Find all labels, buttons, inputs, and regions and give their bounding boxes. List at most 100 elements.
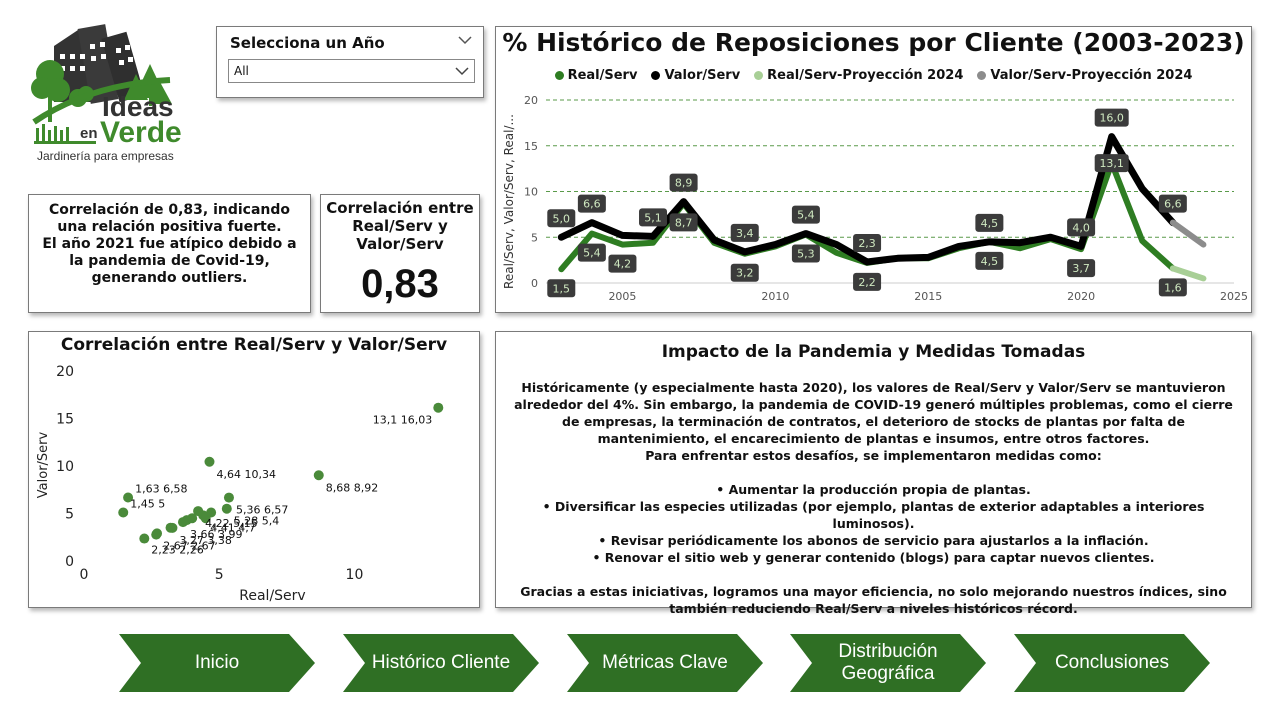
nav-label: Histórico Cliente bbox=[371, 652, 511, 673]
scatter-chart: 0 5 10 15 20 0 5 10 Real/Serv Valor/Serv 13,1 16,0… bbox=[36, 364, 444, 604]
data-label-box bbox=[669, 173, 698, 192]
data-label: 4,0 bbox=[1067, 218, 1096, 237]
data-label: 4,5 bbox=[975, 251, 1004, 270]
data-label-box bbox=[577, 194, 606, 213]
scatter-point bbox=[313, 470, 324, 481]
scatter-point-label: 5,28 5,4 bbox=[234, 515, 279, 528]
y-tick-label: 5 bbox=[531, 231, 538, 244]
legend-item[interactable]: Valor/Serv bbox=[651, 68, 740, 83]
data-label: 3,2 bbox=[730, 263, 759, 282]
x-tick-label: 2015 bbox=[914, 290, 942, 303]
scatter-point-label: 1,45 5 bbox=[130, 498, 165, 511]
data-label-text: 5,3 bbox=[797, 248, 815, 261]
data-label-box bbox=[608, 254, 637, 273]
impact-paragraph: Para enfrentar estos desafíos, se implem… bbox=[645, 448, 1102, 463]
legend-marker bbox=[651, 71, 661, 80]
nav-button-distribucion-geografica[interactable]: Distribución Geográfica bbox=[790, 634, 986, 692]
legend-item[interactable]: Real/Serv bbox=[554, 68, 638, 83]
data-label: 5,1 bbox=[639, 208, 668, 227]
nav-button-conclusiones[interactable]: Conclusiones bbox=[1014, 634, 1210, 692]
nav-label: Conclusiones bbox=[1054, 652, 1170, 673]
data-label-text: 8,9 bbox=[675, 177, 693, 190]
data-label-box bbox=[853, 233, 882, 252]
legend-label: Real/Serv bbox=[567, 68, 638, 83]
data-label: 3,7 bbox=[1067, 259, 1096, 278]
scatter-point-label: 2,23 2,26 bbox=[151, 544, 203, 557]
scatter-point bbox=[223, 492, 234, 503]
data-label-text: 8,7 bbox=[675, 216, 693, 229]
legend-item[interactable]: Valor/Serv-Proyección 2024 bbox=[977, 68, 1192, 83]
data-label-text: 4,5 bbox=[981, 255, 999, 268]
data-label-text: 5,4 bbox=[797, 209, 815, 222]
data-label-text: 16,0 bbox=[1099, 112, 1124, 125]
data-label-text: 5,4 bbox=[583, 247, 601, 260]
historical-chart-card: 0 5 10 15 20 2005 2010 2015 2020 2025 Real/Serv, V… bbox=[495, 26, 1252, 313]
y-tick-label: 15 bbox=[524, 140, 538, 153]
data-label-box bbox=[730, 223, 759, 242]
scatter-point bbox=[204, 456, 215, 467]
nav-button-historico-cliente[interactable]: Histórico Cliente bbox=[343, 634, 539, 692]
data-label: 1,5 bbox=[547, 279, 576, 298]
y-tick-label: 20 bbox=[524, 94, 538, 107]
historical-chart-legend: Real/Serv Valor/Serv Real/Serv-Proyección … bbox=[496, 68, 1251, 83]
impact-title: Impacto de la Pandemia y Medidas Tomadas bbox=[661, 342, 1086, 362]
correlation-insight-text: Correlación de 0,83, indicando una relac… bbox=[42, 202, 297, 286]
correlation-insight: Correlación de 0,83, indicando una relac… bbox=[28, 194, 311, 313]
data-label: 8,7 bbox=[669, 213, 698, 232]
scatter-point bbox=[221, 503, 232, 514]
scatter-point-label: 3,66 3,99 bbox=[190, 528, 242, 541]
data-label-text: 5,1 bbox=[644, 211, 662, 224]
scatter-chart-title: Correlación entre Real/Serv y Valor/Serv bbox=[60, 335, 448, 355]
data-label: 3,4 bbox=[730, 223, 759, 242]
chevron-down-icon[interactable] bbox=[457, 34, 473, 46]
series-line bbox=[1169, 219, 1207, 248]
logo-en-text: en bbox=[80, 125, 98, 142]
data-label-text: 4,0 bbox=[1072, 221, 1090, 234]
impact-bullet: • Revisar periódicamente los abonos de s… bbox=[598, 533, 1149, 548]
impact-bullet: • Diversificar las especies utilizadas (… bbox=[542, 499, 1205, 531]
scatter-point bbox=[123, 492, 134, 503]
y-tick-label: 10 bbox=[56, 459, 74, 475]
data-label: 5,4 bbox=[791, 205, 820, 224]
data-label: 5,0 bbox=[547, 209, 576, 228]
x-tick-label: 2020 bbox=[1067, 290, 1095, 303]
y-axis-label: Real/Serv, Valor/Serv, Real/... bbox=[502, 114, 516, 289]
nav-button-metricas-clave[interactable]: Métricas Clave bbox=[567, 634, 763, 692]
nav-arrow-shape bbox=[343, 634, 539, 692]
data-label-box bbox=[975, 213, 1004, 232]
data-label-text: 1,6 bbox=[1164, 281, 1182, 294]
data-label: 13,1 bbox=[1094, 154, 1129, 173]
impact-text-card: Impacto de la Pandemia y Medidas Tomadas… bbox=[495, 331, 1252, 616]
impact-bullet: • Aumentar la producción propia de plant… bbox=[716, 482, 1031, 497]
impact-bullet: • Renovar el sitio web y generar conteni… bbox=[592, 550, 1155, 565]
data-label-text: 2,2 bbox=[858, 276, 876, 289]
nav-button-inicio[interactable]: Inicio bbox=[119, 634, 315, 692]
trees-icon bbox=[31, 60, 172, 122]
data-label-text: 4,5 bbox=[981, 217, 999, 230]
data-label-box bbox=[1094, 154, 1129, 173]
y-axis-label: Valor/Serv bbox=[36, 431, 51, 498]
year-dropdown[interactable]: All bbox=[228, 59, 475, 83]
data-label-box bbox=[1067, 218, 1096, 237]
legend-item[interactable]: Real/Serv-Proyección 2024 bbox=[754, 68, 963, 83]
scatter-point bbox=[118, 507, 129, 518]
nav-arrow-shape bbox=[119, 634, 315, 692]
data-label-text: 5,0 bbox=[553, 212, 571, 225]
scatter-point-label: 2,67 2,67 bbox=[163, 540, 215, 553]
scatter-point bbox=[139, 533, 150, 544]
data-label: 8,9 bbox=[669, 173, 698, 192]
scatter-point bbox=[165, 522, 176, 533]
data-label-box bbox=[975, 251, 1004, 270]
nav-arrow-shape bbox=[790, 634, 986, 692]
scatter-point-label: 3,27 3,38 bbox=[179, 534, 231, 547]
data-label-text: 1,5 bbox=[553, 282, 571, 295]
data-label-box bbox=[639, 208, 668, 227]
scatter-point bbox=[152, 528, 163, 539]
data-label: 6,6 bbox=[1158, 194, 1187, 213]
data-label-text: 6,6 bbox=[583, 198, 601, 211]
data-label-box bbox=[730, 263, 759, 282]
scatter-point-label: 4,41 4,7 bbox=[210, 521, 255, 534]
slicer-title: Selecciona un Año bbox=[230, 34, 385, 52]
data-label-text: 2,3 bbox=[858, 237, 876, 250]
x-tick-label: 0 bbox=[80, 567, 89, 583]
